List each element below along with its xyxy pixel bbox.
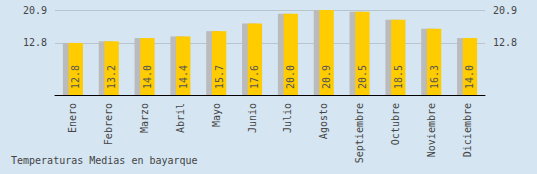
svg-text:12.8: 12.8 <box>493 37 517 48</box>
svg-text:12.8: 12.8 <box>70 65 81 89</box>
svg-text:Marzo: Marzo <box>139 103 150 133</box>
svg-text:14.4: 14.4 <box>178 65 189 89</box>
svg-text:Enero: Enero <box>67 103 78 133</box>
svg-text:20.0: 20.0 <box>285 65 296 89</box>
svg-text:Noviembre: Noviembre <box>426 103 437 157</box>
svg-text:Septiembre: Septiembre <box>354 103 365 163</box>
svg-text:14.0: 14.0 <box>464 65 475 89</box>
svg-text:16.3: 16.3 <box>429 65 440 89</box>
svg-text:20.9: 20.9 <box>493 5 517 16</box>
svg-text:Octubre: Octubre <box>390 103 401 145</box>
svg-text:18.5: 18.5 <box>393 65 404 89</box>
svg-text:17.6: 17.6 <box>249 65 260 89</box>
svg-text:Agosto: Agosto <box>318 103 329 139</box>
svg-text:Diciembre: Diciembre <box>462 103 473 157</box>
svg-text:Junio: Junio <box>247 103 258 133</box>
svg-text:15.7: 15.7 <box>214 65 225 89</box>
svg-text:12.8: 12.8 <box>23 37 47 48</box>
svg-text:Febrero: Febrero <box>103 103 114 145</box>
svg-text:Mayo: Mayo <box>211 103 222 127</box>
svg-text:13.2: 13.2 <box>106 65 117 89</box>
svg-text:20.9: 20.9 <box>321 65 332 89</box>
svg-text:20.5: 20.5 <box>357 65 368 89</box>
svg-text:Julio: Julio <box>282 103 293 133</box>
svg-text:Temperaturas Medias en bayarqu: Temperaturas Medias en bayarque <box>11 155 198 166</box>
svg-text:14.0: 14.0 <box>142 65 153 89</box>
svg-text:Abril: Abril <box>175 103 186 133</box>
svg-text:20.9: 20.9 <box>23 5 47 16</box>
